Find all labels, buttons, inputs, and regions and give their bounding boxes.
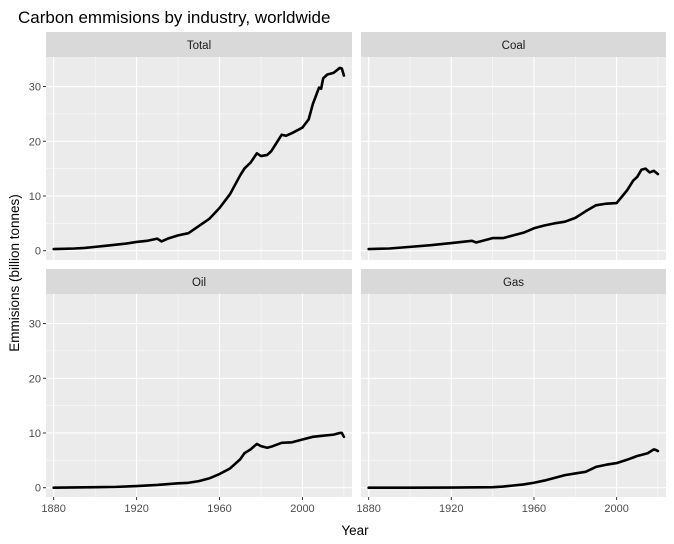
- x-tick-label: 1880: [356, 503, 380, 515]
- y-tick-label: 10: [29, 428, 41, 440]
- series-line-total: [52, 66, 346, 251]
- facet-total: Total 0 10 20 30: [29, 32, 352, 260]
- facet-gas: Gas 1880 1920 1960 2000: [356, 269, 666, 515]
- facet-strip-oil: [46, 269, 352, 294]
- facet-strip-total: [46, 32, 352, 57]
- x-axis-title: Year: [341, 523, 369, 538]
- facet-oil: Oil 0 10 20 30 1880 1920 1960 2000: [29, 269, 352, 515]
- x-tick-label: 1960: [207, 503, 231, 515]
- panel-background-total: [46, 57, 352, 260]
- gridlines-total: [46, 57, 352, 260]
- facet-label-oil: Oil: [192, 277, 206, 289]
- facet-label-total: Total: [187, 40, 211, 52]
- x-tick-label: 1880: [41, 503, 65, 515]
- facet-strip-gas: [361, 269, 666, 294]
- panel-background-gas: [361, 294, 666, 497]
- gridlines-coal: [361, 57, 666, 260]
- facet-strip-coal: [361, 32, 666, 57]
- y-tick-label: 30: [29, 82, 41, 94]
- y-tick-label: 20: [29, 373, 41, 385]
- panel-background-coal: [361, 57, 666, 260]
- series-line-oil: [52, 431, 346, 490]
- chart-title: Carbon emmisions by industry, worldwide: [18, 8, 330, 27]
- y-tick-label: 0: [35, 246, 41, 258]
- x-tick-label: 2000: [290, 503, 314, 515]
- series-line-coal: [367, 167, 660, 251]
- facet-panels: Total 0 10 20 30 Coal Oil 0 10 20 30 1880 1920 1960 20…: [29, 32, 666, 515]
- panel-background-oil: [46, 294, 352, 497]
- series-line-gas: [367, 448, 660, 490]
- x-tick-label: 1920: [439, 503, 463, 515]
- y-tick-label: 10: [29, 191, 41, 203]
- y-tick-label: 0: [35, 483, 41, 495]
- y-tick-label: 20: [29, 136, 41, 148]
- facet-label-coal: Coal: [502, 40, 526, 52]
- y-tick-label: 30: [29, 319, 41, 331]
- facet-coal: Coal: [361, 32, 666, 260]
- y-axis-title: Emmisions (billion tonnes): [7, 194, 22, 352]
- x-tick-label: 2000: [604, 503, 628, 515]
- facet-label-gas: Gas: [503, 277, 524, 289]
- x-tick-label: 1920: [124, 503, 148, 515]
- x-tick-label: 1960: [522, 503, 546, 515]
